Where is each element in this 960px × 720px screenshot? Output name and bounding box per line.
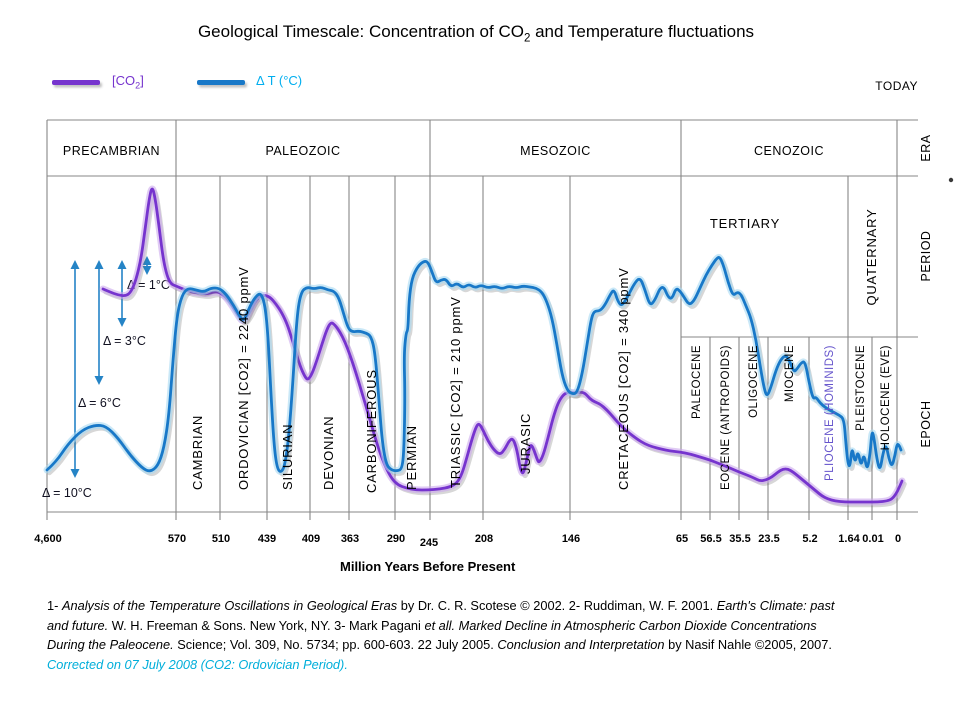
x-tick-146: 146: [562, 533, 580, 545]
footnote: 1- Analysis of the Temperature Oscillati…: [47, 596, 919, 674]
epoch-label-eocene-antropoids: EOCENE (ANTROPOIDS): [720, 345, 732, 490]
co2-legend-label: [CO2]: [112, 73, 144, 91]
delta-arrow-6-c-head-down: [94, 376, 104, 385]
period-label-permian: PERMIAN: [404, 425, 419, 490]
today-label: TODAY: [875, 79, 918, 93]
x-tick-290: 290: [387, 533, 405, 545]
x-tick-0-01: 0.01: [862, 533, 883, 545]
footnote-line-2: and future. W. H. Freeman & Sons. New Yo…: [47, 616, 919, 636]
temperature-legend-label: Δ T (°C): [256, 73, 303, 88]
x-tick-245: 245: [420, 537, 438, 549]
delta-arrow-10-c-head-up: [70, 260, 80, 269]
footnote-segment: During the Paleocene.: [47, 637, 174, 653]
delta-arrow-3-c-head-down: [117, 318, 127, 327]
x-tick-65: 65: [676, 533, 688, 545]
footnote-segment: Analysis of the Temperature Oscillations…: [61, 598, 398, 613]
era-label-precambrian: PRECAMBRIAN: [63, 144, 160, 158]
delta-arrow-6-c-head-up: [94, 260, 104, 269]
delta-arrow-1-c-head-up: [142, 256, 152, 265]
footnote-segment: W. H. Freeman & Sons. New York, NY. 3- M…: [108, 617, 425, 633]
epoch-label-miocene: MIOCENE: [784, 345, 796, 402]
delta-label: Δ = 10°C: [42, 486, 92, 500]
co2-line-swatch: [52, 80, 100, 85]
temperature-line-swatch: [197, 80, 245, 85]
footnote-line-1: 1- Analysis of the Temperature Oscillati…: [47, 596, 919, 616]
footnote-segment: Conclusion and Interpretation: [497, 637, 665, 653]
footnote-segment: 1-: [47, 598, 62, 613]
delta-label: Δ = 3°C: [103, 334, 146, 348]
axis-band-label-period: PERIOD: [919, 231, 933, 282]
footnote-segment: and future.: [47, 617, 109, 633]
period-label-ordovician: ORDOVICIAN [CO2] = 2240 ppmV: [236, 266, 251, 490]
delta-arrow-1-c-head-down: [142, 266, 152, 275]
period-label-silurian: SILURIAN: [280, 424, 295, 490]
period-label-carboniferous: CARBONIFEROUS: [364, 369, 379, 493]
page-title: Geological Timescale: Concentration of C…: [0, 22, 952, 44]
x-tick-35-5: 35.5: [729, 533, 750, 545]
series-co2-halo: [99, 185, 906, 506]
footnote-segment: Corrected on 07 July 2008 (CO2: Ordovici…: [47, 656, 348, 672]
title-text: Geological Timescale: Concentration of C…: [197, 22, 524, 41]
delta-arrow-10-c-head-down: [70, 469, 80, 478]
x-tick-208: 208: [475, 533, 493, 545]
footnote-line-4: Corrected on 07 July 2008 (CO2: Ordovici…: [47, 655, 919, 675]
footnote-segment: by Dr. C. R. Scotese: [397, 598, 521, 613]
delta-arrow-3-c-head-up: [117, 260, 127, 269]
epoch-label-oligocene: OLIGOCENE: [748, 345, 760, 418]
period-label-cretaceous: CRETACEOUS [CO2] = 340 ppmV: [616, 267, 631, 490]
epoch-label-pliocene-hominids: PLIOCENE (HOMINIDS): [824, 345, 836, 481]
x-tick-23-5: 23.5: [758, 533, 779, 545]
x-tick-4-600: 4,600: [34, 533, 62, 545]
bullet-mark: [948, 177, 954, 183]
epoch-label-holocene-eve: HOLOCENE (EVE): [880, 345, 892, 450]
series-t-c-line: [45, 256, 903, 473]
period-label-tertiary: TERTIARY: [710, 216, 780, 231]
period-label-devonian: DEVONIAN: [321, 416, 336, 490]
x-tick-56-5: 56.5: [700, 533, 721, 545]
axis-band-label-era: ERA: [919, 134, 933, 161]
period-label-quaternary: QUATERNARY: [864, 208, 879, 305]
x-tick-570: 570: [168, 533, 186, 545]
footnote-segment: Earth's Climate: past: [716, 598, 835, 613]
x-tick-0: 0: [895, 533, 901, 545]
x-tick-5-2: 5.2: [802, 533, 817, 545]
era-label-cenozoic: CENOZOIC: [754, 144, 824, 158]
period-label-jurasic: JURASIC: [518, 413, 533, 474]
era-label-paleozoic: PALEOZOIC: [265, 144, 340, 158]
footnote-segment: et all. Marked Decline in Atmospheric Ca…: [424, 617, 817, 633]
legend: [CO2] Δ T (°C): [52, 72, 452, 92]
x-axis-title: Million Years Before Present: [340, 559, 516, 574]
x-tick-363: 363: [341, 533, 359, 545]
epoch-label-pleistocene: PLEISTOCENE: [855, 345, 867, 431]
footnote-segment: © 2002. 2- Ruddiman, W. F. 2001.: [520, 598, 717, 613]
x-tick-439: 439: [258, 533, 276, 545]
footnote-line-3: During the Paleocene. Science; Vol. 309,…: [47, 635, 919, 655]
footnote-segment: by Nasif Nahle ©2005, 2007.: [664, 637, 832, 653]
epoch-label-paleocene: PALEOCENE: [691, 345, 703, 419]
x-tick-1-64: 1.64: [838, 533, 860, 545]
delta-label: Δ = 6°C: [78, 396, 121, 410]
footnote-segment: Science; Vol. 309, No. 5734; pp. 600-603…: [173, 637, 498, 653]
title-text-suffix: and Temperature fluctuations: [530, 22, 755, 41]
title-subscript: 2: [523, 32, 531, 45]
axis-band-label-epoch: EPOCH: [919, 401, 933, 448]
era-label-mesozoic: MESOZOIC: [520, 144, 591, 158]
x-tick-409: 409: [302, 533, 320, 545]
x-tick-510: 510: [212, 533, 230, 545]
period-label-cambrian: CAMBRIAN: [190, 415, 205, 490]
period-label-triassic: TRIASSIC [CO2] = 210 ppmV: [448, 296, 463, 488]
